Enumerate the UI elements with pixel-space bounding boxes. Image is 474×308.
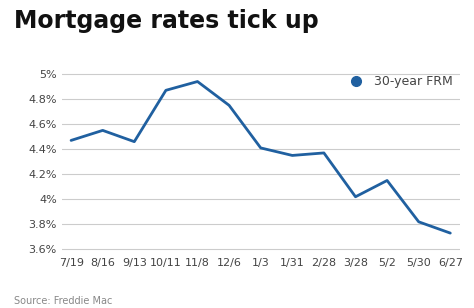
Legend: 30-year FRM: 30-year FRM bbox=[338, 70, 457, 93]
Text: Mortgage rates tick up: Mortgage rates tick up bbox=[14, 9, 319, 33]
Text: Source: Freddie Mac: Source: Freddie Mac bbox=[14, 297, 113, 306]
